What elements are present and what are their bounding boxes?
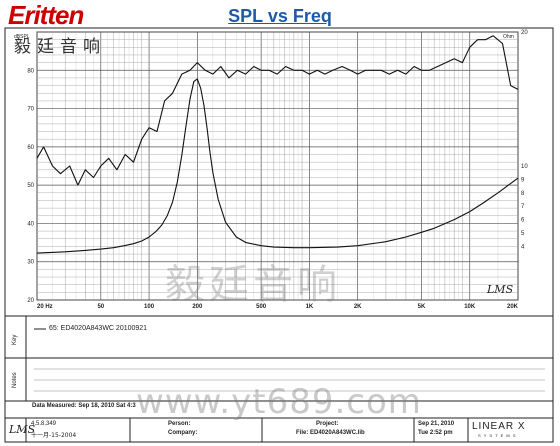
series-line-impedance <box>36 78 519 254</box>
notes-label: Notes <box>12 372 18 388</box>
watermark-cn: 毅廷音响 <box>165 262 341 308</box>
right-tick-label: 6 <box>521 218 525 224</box>
x-tick-label: 1K <box>306 304 314 310</box>
date-text: Sep 21, 2010 <box>418 421 455 427</box>
company-label: Company: <box>168 430 198 436</box>
right-tick-label: 10 <box>521 164 528 170</box>
x-tick-label: 20 Hz <box>37 304 53 310</box>
lms-footer-logo: LMS <box>8 423 36 436</box>
file-label: File: ED4020A843WC.lib <box>296 430 365 436</box>
key-label: Key <box>12 335 18 345</box>
left-tick-label: 70 <box>27 107 34 113</box>
left-axis-unit: dBSPL <box>14 34 30 40</box>
lms-plot-logo: LMS <box>486 283 514 296</box>
plot-series <box>36 35 519 254</box>
brand-logo-text: Eritten <box>8 0 84 30</box>
left-tick-label: 30 <box>27 260 34 266</box>
chart-title: SPL vs Freq <box>228 6 332 26</box>
axis-tick-labels: 20 Hz 50 100 200 500 1K 2K 5K 10K 20K 20 30 40 50 60 70… <box>14 30 528 310</box>
x-tick-label: 20K <box>507 304 519 310</box>
right-tick-label: 5 <box>521 231 525 237</box>
plot-grid <box>36 31 519 301</box>
x-tick-label: 2K <box>354 304 362 310</box>
left-tick-label: 50 <box>27 183 34 189</box>
left-tick-label: 20 <box>27 298 34 304</box>
right-tick-label: 4 <box>521 244 525 250</box>
left-tick-label: 80 <box>27 68 34 74</box>
x-tick-label: 100 <box>144 304 155 310</box>
right-tick-label: 8 <box>521 191 525 197</box>
right-tick-label: 7 <box>521 204 525 210</box>
build-date: 十一月-15-2004 <box>31 432 77 439</box>
x-tick-label: 10K <box>464 304 476 310</box>
right-axis-unit: Ohm <box>503 34 514 40</box>
right-tick-label: 9 <box>521 177 525 183</box>
right-tick-label: 20 <box>521 30 528 36</box>
brand-linearx: LINEAR X <box>472 421 526 432</box>
x-tick-label: 5K <box>418 304 426 310</box>
data-measured: Data Measured: Sep 18, 2010 Sat 4:3 <box>32 403 136 409</box>
version-text: 4.5.8.349 <box>31 421 57 427</box>
outer-border <box>4 27 554 443</box>
brand-sub: S Y S T E M S <box>478 433 517 438</box>
watermark-url: www.yt689.com <box>136 382 422 422</box>
person-label: Person: <box>168 421 191 427</box>
project-label: Project: <box>316 421 339 427</box>
time-text: Tue 2:52 pm <box>418 430 453 436</box>
left-tick-label: 40 <box>27 221 34 227</box>
left-tick-label: 60 <box>27 145 34 151</box>
legend-entry: 65: ED4020A843WC 20100921 <box>49 325 148 332</box>
x-tick-label: 500 <box>256 304 267 310</box>
x-tick-label: 50 <box>97 304 104 310</box>
series-line-spl <box>36 35 519 186</box>
brand-logo-cn: 毅廷音响 <box>14 37 106 57</box>
x-tick-label: 200 <box>192 304 203 310</box>
